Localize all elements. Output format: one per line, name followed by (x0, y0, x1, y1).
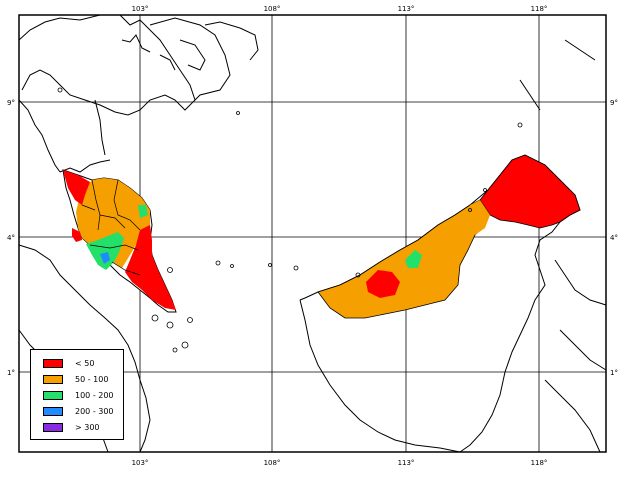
legend-item: 200 - 300 (43, 405, 114, 417)
borneo-south (299, 299, 461, 453)
sabah-orange-strip (468, 200, 490, 235)
legend-item: 100 - 200 (43, 389, 114, 401)
sarawak-green (405, 250, 422, 268)
lat-ticks-left: 9° 4° 1° (7, 99, 15, 377)
peninsula-borders (81, 179, 141, 276)
legend-label: 50 - 100 (75, 374, 109, 384)
lon-tick-label: 108° (264, 459, 281, 467)
lon-tick-label: 113° (398, 5, 415, 13)
lat-tick-label: 4° (610, 234, 618, 242)
legend-item: > 300 (43, 421, 100, 433)
legend-swatch (43, 406, 63, 416)
peninsula-red-west (72, 228, 82, 242)
legend: < 50 50 - 100 100 - 200 200 - 300 > 300 (30, 349, 124, 440)
eastern-coasts (519, 39, 607, 453)
lat-tick-label: 1° (610, 369, 618, 377)
mainland-coast (18, 14, 259, 173)
legend-label: < 50 (75, 358, 95, 368)
legend-label: 100 - 200 (75, 390, 114, 400)
lat-tick-label: 9° (7, 99, 15, 107)
sarawak-red (366, 270, 400, 298)
peninsula-red-east (125, 225, 176, 310)
lat-tick-label: 9° (610, 99, 618, 107)
sumatra-coast (18, 244, 151, 453)
small-islands (57, 87, 523, 353)
lon-tick-label: 103° (132, 459, 149, 467)
peninsula-red-north (63, 170, 90, 205)
legend-swatch (43, 358, 63, 368)
legend-swatch (43, 374, 63, 384)
legend-label: 200 - 300 (75, 406, 114, 416)
legend-item: 50 - 100 (43, 373, 108, 385)
lon-tick-label: 103° (132, 5, 149, 13)
lat-ticks-right: 9° 4° 1° (610, 99, 618, 377)
lon-tick-label: 113° (398, 459, 415, 467)
legend-swatch (43, 422, 63, 432)
lat-tick-label: 1° (7, 369, 15, 377)
borneo-west-coast (299, 291, 319, 301)
lon-tick-label: 118° (531, 5, 548, 13)
lon-ticks-top: 103° 108° 113° 118° (132, 5, 548, 13)
peninsula-blue (100, 252, 110, 264)
legend-item: < 50 (43, 357, 94, 369)
peninsula-green-ne (138, 205, 148, 218)
legend-swatch (43, 390, 63, 400)
sabah-red (479, 154, 581, 229)
lon-tick-label: 108° (264, 5, 281, 13)
lat-tick-label: 4° (7, 234, 15, 242)
lon-tick-label: 118° (531, 459, 548, 467)
peninsula-green (86, 232, 124, 270)
legend-label: > 300 (75, 422, 100, 432)
lon-ticks-bottom: 103° 108° 113° 118° (132, 459, 548, 467)
